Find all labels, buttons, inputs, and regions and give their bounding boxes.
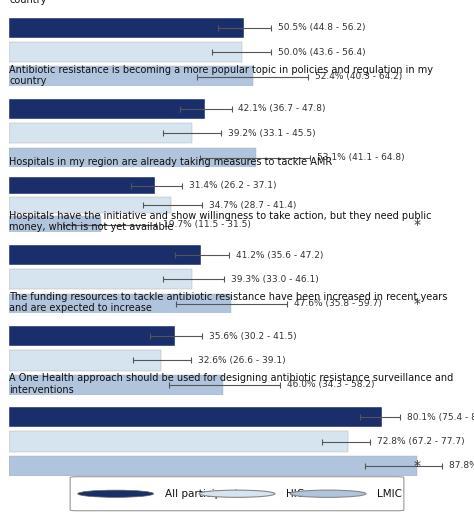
Bar: [9, 197, 171, 213]
Text: 39.2% (33.1 - 45.5): 39.2% (33.1 - 45.5): [228, 129, 315, 138]
Bar: [9, 18, 244, 38]
Text: 19.7% (11.5 - 31.5): 19.7% (11.5 - 31.5): [163, 220, 251, 229]
Bar: [9, 294, 230, 314]
Text: 53.1% (41.1 - 64.8): 53.1% (41.1 - 64.8): [318, 153, 405, 162]
Bar: [9, 375, 223, 395]
Text: All participants: All participants: [165, 489, 244, 499]
Bar: [9, 217, 101, 233]
Bar: [9, 407, 382, 428]
Text: 35.6% (30.2 - 41.5): 35.6% (30.2 - 41.5): [209, 331, 297, 341]
Bar: [9, 123, 191, 144]
Bar: [9, 431, 347, 452]
Text: The funding resources to tackle antibiotic resistance have been increased in rec: The funding resources to tackle antibiot…: [9, 292, 448, 313]
Bar: [9, 42, 242, 63]
Bar: [9, 66, 253, 87]
Text: 50.0% (43.6 - 56.4): 50.0% (43.6 - 56.4): [278, 48, 366, 57]
Bar: [9, 245, 201, 265]
Text: 52.4% (40.3 - 64.2): 52.4% (40.3 - 64.2): [315, 72, 402, 81]
Text: 42.1% (36.7 - 47.8): 42.1% (36.7 - 47.8): [238, 104, 326, 114]
Text: HIC: HIC: [286, 489, 304, 499]
Text: 31.4% (26.2 - 37.1): 31.4% (26.2 - 37.1): [189, 181, 276, 190]
Text: 32.6% (26.6 - 39.1): 32.6% (26.6 - 39.1): [198, 356, 286, 365]
Text: Antibiotic resistance is becoming a more popular topic in policies and regulatio: Antibiotic resistance is becoming a more…: [9, 65, 434, 86]
Text: Tackling antibiotic resistance at the level of wastewater treatment is an upcomi: Tackling antibiotic resistance at the le…: [9, 0, 466, 5]
Circle shape: [78, 490, 154, 497]
Text: 34.7% (28.7 - 41.4): 34.7% (28.7 - 41.4): [209, 201, 296, 209]
Bar: [9, 99, 205, 119]
Bar: [9, 456, 417, 476]
Text: LMIC: LMIC: [377, 489, 402, 499]
Text: 50.5% (44.8 - 56.2): 50.5% (44.8 - 56.2): [277, 23, 365, 33]
Bar: [9, 177, 155, 194]
Text: Hospitals in my region are already taking measures to tackle AMR: Hospitals in my region are already takin…: [9, 157, 333, 168]
Text: Hospitals have the initiative and show willingness to take action, but they need: Hospitals have the initiative and show w…: [9, 211, 432, 232]
Text: 41.2% (35.6 - 47.2): 41.2% (35.6 - 47.2): [236, 251, 323, 260]
Text: A One Health approach should be used for designing antibiotic resistance surveil: A One Health approach should be used for…: [9, 373, 454, 394]
Text: 72.8% (67.2 - 77.7): 72.8% (67.2 - 77.7): [377, 437, 465, 446]
Bar: [9, 351, 161, 371]
Text: *: *: [414, 297, 420, 311]
Text: 87.8% (76.5 - 93.1): 87.8% (76.5 - 93.1): [449, 461, 474, 470]
Circle shape: [290, 490, 366, 497]
Bar: [9, 147, 256, 168]
Bar: [9, 269, 192, 290]
FancyBboxPatch shape: [70, 477, 404, 511]
Text: 47.6% (35.8 - 59.7): 47.6% (35.8 - 59.7): [294, 299, 382, 308]
Text: 46.0% (34.3 - 58.2): 46.0% (34.3 - 58.2): [287, 381, 374, 389]
Text: *: *: [414, 218, 420, 232]
Circle shape: [199, 490, 275, 497]
Bar: [9, 326, 175, 346]
Text: 80.1% (75.4 - 84.1): 80.1% (75.4 - 84.1): [407, 413, 474, 422]
Text: 39.3% (33.0 - 46.1): 39.3% (33.0 - 46.1): [230, 275, 319, 284]
Text: *: *: [414, 459, 420, 473]
